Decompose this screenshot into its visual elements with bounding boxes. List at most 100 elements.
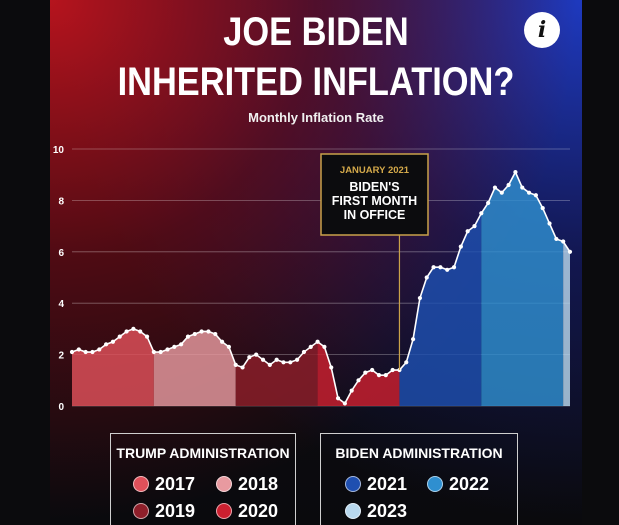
legend-label-2023: 2023 (367, 501, 408, 521)
data-point-2017 (83, 349, 88, 355)
data-point-2017 (138, 329, 143, 334)
data-point-2022 (492, 185, 498, 190)
data-point-2021 (417, 295, 423, 301)
data-point-2019 (301, 349, 307, 355)
data-point-2018 (219, 339, 225, 344)
data-point-2017 (144, 334, 150, 339)
data-point-2022 (540, 206, 545, 211)
legend-label-2019: 2019 (155, 501, 196, 521)
data-point-2022 (506, 182, 511, 188)
annotation-date: JANUARY 2021 (340, 165, 410, 176)
data-point-2020 (342, 401, 347, 406)
data-point-2017 (110, 339, 116, 344)
data-point-2019 (233, 362, 238, 367)
data-point-2020 (363, 370, 368, 375)
chart-subtitle: Monthly Inflation Rate (248, 110, 384, 125)
data-point-2021 (472, 224, 477, 229)
legend-dot-2019 (133, 503, 149, 519)
area-2022 (481, 172, 564, 406)
data-point-2022 (499, 190, 504, 195)
data-point-2018 (165, 347, 170, 352)
data-point-2022 (554, 236, 559, 242)
legend-dot-2017 (133, 476, 149, 492)
legend-label-2020: 2020 (238, 501, 279, 521)
legend-label-2022: 2022 (449, 474, 490, 494)
legend-trump-administration: TRUMP ADMINISTRATION 2017 2018 2019 2020 (110, 433, 296, 525)
area-2021 (399, 213, 482, 406)
data-point-2017 (97, 347, 102, 352)
data-point-2019 (288, 360, 293, 365)
data-point-2020 (356, 378, 361, 383)
data-point-2022 (520, 185, 525, 190)
data-point-2018 (172, 344, 177, 349)
data-point-2022 (513, 170, 518, 175)
data-point-2021 (431, 265, 436, 270)
infographic: JOE BIDEN INHERITED INFLATION? Monthly I… (50, 0, 582, 525)
data-point-2019 (295, 357, 300, 362)
area-2020 (317, 341, 400, 406)
data-point-2020 (349, 388, 354, 393)
data-point-2019 (281, 360, 286, 365)
legend-item-2017: 2017 (133, 474, 203, 496)
legend-dot-2018 (216, 476, 232, 492)
legend-dot-2021 (345, 476, 361, 492)
data-point-2018 (151, 349, 156, 355)
legend-item-2019: 2019 (133, 501, 203, 523)
data-point-2022 (533, 193, 538, 198)
data-point-2019 (308, 344, 313, 349)
data-point-2021 (438, 265, 443, 270)
legend-label-2021: 2021 (367, 474, 408, 494)
area-2023 (563, 241, 570, 406)
info-icon[interactable]: i (524, 12, 560, 48)
data-point-2018 (185, 334, 191, 339)
data-point-2017 (124, 329, 129, 334)
legend-item-2018: 2018 (216, 474, 286, 496)
data-point-2018 (206, 329, 211, 334)
data-point-2021 (410, 337, 416, 342)
y-tick-label-2: 2 (58, 351, 64, 362)
data-point-2017 (104, 342, 109, 347)
data-point-2021 (465, 229, 470, 234)
y-tick-label-10: 10 (53, 145, 65, 156)
data-point-2021 (445, 267, 450, 272)
annotation-text-line-1: BIDEN'S (349, 180, 399, 194)
data-point-2019 (274, 357, 279, 362)
y-tick-label-4: 4 (58, 299, 64, 310)
annotation-text-line-2: FIRST MONTH (332, 194, 417, 208)
data-point-2017 (76, 347, 81, 352)
title-line-2: INHERITED INFLATION? (117, 60, 515, 104)
data-point-2018 (179, 342, 184, 347)
data-point-2019 (260, 357, 266, 362)
y-tick-label-6: 6 (58, 248, 64, 259)
data-point-2023 (567, 249, 573, 254)
data-point-2020 (329, 365, 334, 370)
data-point-2020 (376, 373, 382, 378)
data-point-2017 (90, 349, 95, 355)
data-point-2020 (370, 367, 375, 373)
data-point-2018 (199, 329, 204, 334)
data-point-2018 (226, 344, 232, 349)
data-point-2019 (267, 362, 272, 367)
legend-dot-2020 (216, 503, 232, 519)
data-point-2021 (424, 275, 429, 280)
area-2017 (72, 328, 154, 406)
y-tick-label-8: 8 (58, 196, 64, 207)
legend-item-2020: 2020 (216, 501, 286, 523)
data-point-2017 (131, 326, 136, 331)
data-point-2018 (213, 331, 218, 337)
data-point-2019 (254, 352, 259, 357)
area-2018 (153, 331, 236, 406)
annotation-text-line-3: IN OFFICE (344, 208, 406, 222)
data-point-2019 (240, 365, 245, 370)
data-point-2021 (458, 244, 463, 249)
legend-dot-2023 (345, 503, 361, 519)
data-point-2021 (451, 265, 457, 270)
data-point-2020 (315, 339, 320, 344)
legend-biden-administration: BIDEN ADMINISTRATION 2021 2022 2023 (320, 433, 518, 525)
data-point-2022 (486, 200, 491, 206)
legend-item-2021: 2021 (345, 474, 415, 496)
data-point-2018 (192, 331, 197, 337)
data-point-2020 (390, 367, 395, 373)
data-point-2020 (335, 396, 341, 401)
